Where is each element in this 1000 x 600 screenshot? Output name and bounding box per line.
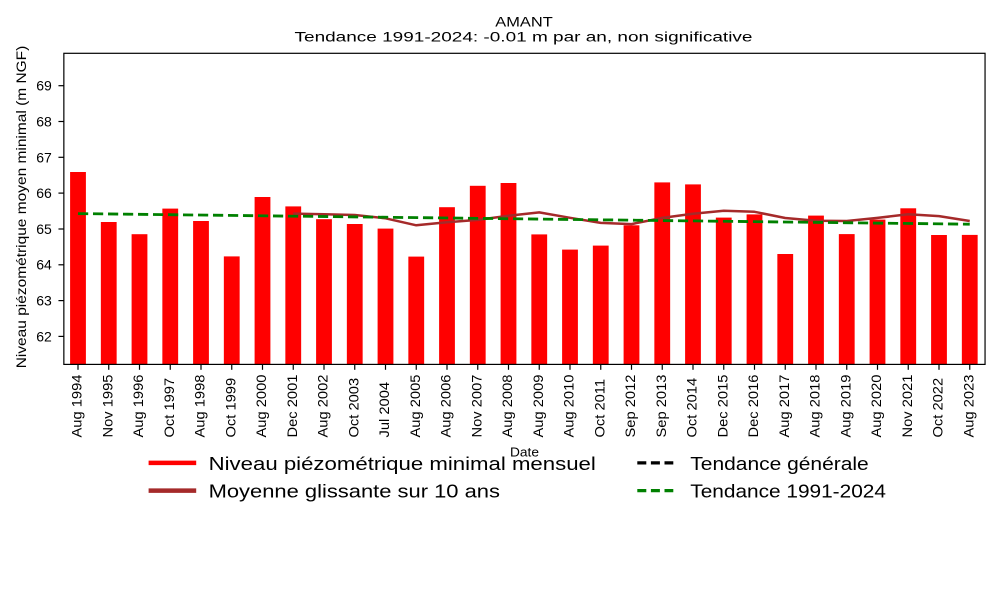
svg-text:Aug 1998: Aug 1998 (193, 374, 208, 437)
svg-text:Nov 2021: Nov 2021 (900, 375, 915, 438)
svg-text:Aug 2008: Aug 2008 (500, 374, 515, 437)
svg-text:Aug 2005: Aug 2005 (408, 374, 423, 437)
svg-text:Oct 2011: Oct 2011 (593, 379, 608, 438)
svg-text:69: 69 (36, 78, 52, 94)
svg-text:Aug 2023: Aug 2023 (962, 374, 977, 437)
svg-text:63: 63 (36, 293, 52, 309)
svg-text:Nov 1995: Nov 1995 (101, 375, 116, 438)
svg-text:Aug 2010: Aug 2010 (562, 374, 577, 437)
svg-text:Dec 2016: Dec 2016 (746, 375, 761, 438)
svg-text:68: 68 (36, 114, 52, 130)
svg-text:Aug 2019: Aug 2019 (839, 374, 854, 437)
svg-text:Aug 2020: Aug 2020 (869, 374, 884, 437)
svg-text:66: 66 (36, 185, 52, 201)
svg-text:62: 62 (36, 328, 52, 344)
svg-text:Niveau piézométrique moyen min: Niveau piézométrique moyen minimal (m NG… (15, 46, 30, 369)
svg-text:Aug 1994: Aug 1994 (70, 374, 85, 437)
svg-text:Tendance 1991-2024: -0.01 m pa: Tendance 1991-2024: -0.01 m par an, non … (295, 29, 753, 45)
svg-text:Tendance générale: Tendance générale (690, 454, 868, 475)
svg-text:Nov 2007: Nov 2007 (470, 375, 485, 438)
svg-text:Sep 2012: Sep 2012 (623, 374, 638, 437)
svg-text:Aug 2006: Aug 2006 (439, 374, 454, 437)
svg-text:Aug 2009: Aug 2009 (531, 374, 546, 437)
svg-text:Moyenne glissante sur 10 ans: Moyenne glissante sur 10 ans (209, 482, 500, 502)
svg-text:AMANT: AMANT (495, 14, 552, 30)
svg-text:Niveau piézométrique minimal m: Niveau piézométrique minimal mensuel (209, 454, 596, 474)
svg-text:Oct 1997: Oct 1997 (162, 378, 177, 438)
svg-text:Date: Date (510, 445, 539, 460)
svg-text:65: 65 (36, 221, 52, 237)
svg-text:Jul 2004: Jul 2004 (377, 382, 392, 438)
svg-text:Aug 1996: Aug 1996 (131, 374, 146, 437)
svg-text:Oct 2022: Oct 2022 (931, 378, 946, 438)
svg-text:64: 64 (36, 257, 52, 273)
svg-text:Sep 2013: Sep 2013 (654, 374, 669, 437)
svg-text:Oct 2003: Oct 2003 (347, 378, 362, 438)
svg-text:Oct 2014: Oct 2014 (685, 378, 700, 438)
svg-text:Aug 2000: Aug 2000 (254, 374, 269, 437)
svg-text:Tendance 1991-2024: Tendance 1991-2024 (690, 482, 886, 503)
svg-text:Aug 2002: Aug 2002 (316, 374, 331, 437)
svg-text:Oct 1999: Oct 1999 (224, 378, 239, 438)
svg-text:Dec 2001: Dec 2001 (285, 375, 300, 438)
svg-text:Aug 2017: Aug 2017 (777, 374, 792, 437)
svg-text:67: 67 (36, 149, 52, 165)
svg-text:Aug 2018: Aug 2018 (808, 374, 823, 437)
svg-text:Dec 2015: Dec 2015 (716, 375, 731, 438)
